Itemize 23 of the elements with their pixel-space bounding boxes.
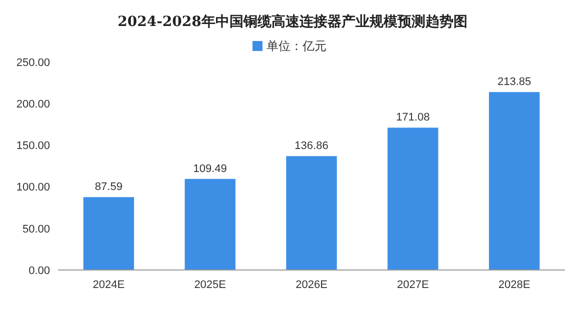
bar: [286, 156, 337, 270]
legend-label: 单位：亿元: [266, 39, 326, 53]
x-tick-label: 2027E: [396, 279, 429, 291]
data-label: 213.85: [497, 76, 532, 88]
y-tick-label: 200.00: [16, 98, 50, 110]
bar: [184, 178, 236, 270]
data-label: 109.49: [193, 162, 227, 175]
x-tick-label: 2026E: [296, 279, 328, 291]
x-tick-label: 2024E: [92, 279, 125, 291]
y-tick-label: 50.00: [22, 223, 50, 236]
x-tick-label: 2025E: [194, 279, 226, 291]
bar: [388, 128, 438, 270]
data-label: 136.86: [294, 140, 328, 152]
chart-title: 2024-2028年中国铜缆高速连接器产业规模预测趋势图: [118, 13, 468, 30]
y-tick-label: 150.00: [16, 140, 50, 152]
x-tick-label: 2028E: [498, 279, 530, 291]
y-tick-label: 250.00: [16, 56, 50, 69]
data-label: 171.08: [396, 112, 430, 124]
y-tick-label: 0.00: [28, 264, 50, 277]
bar: [488, 92, 540, 270]
y-tick-label: 100.00: [16, 182, 50, 194]
bar: [83, 197, 134, 270]
data-label: 87.59: [94, 181, 122, 194]
